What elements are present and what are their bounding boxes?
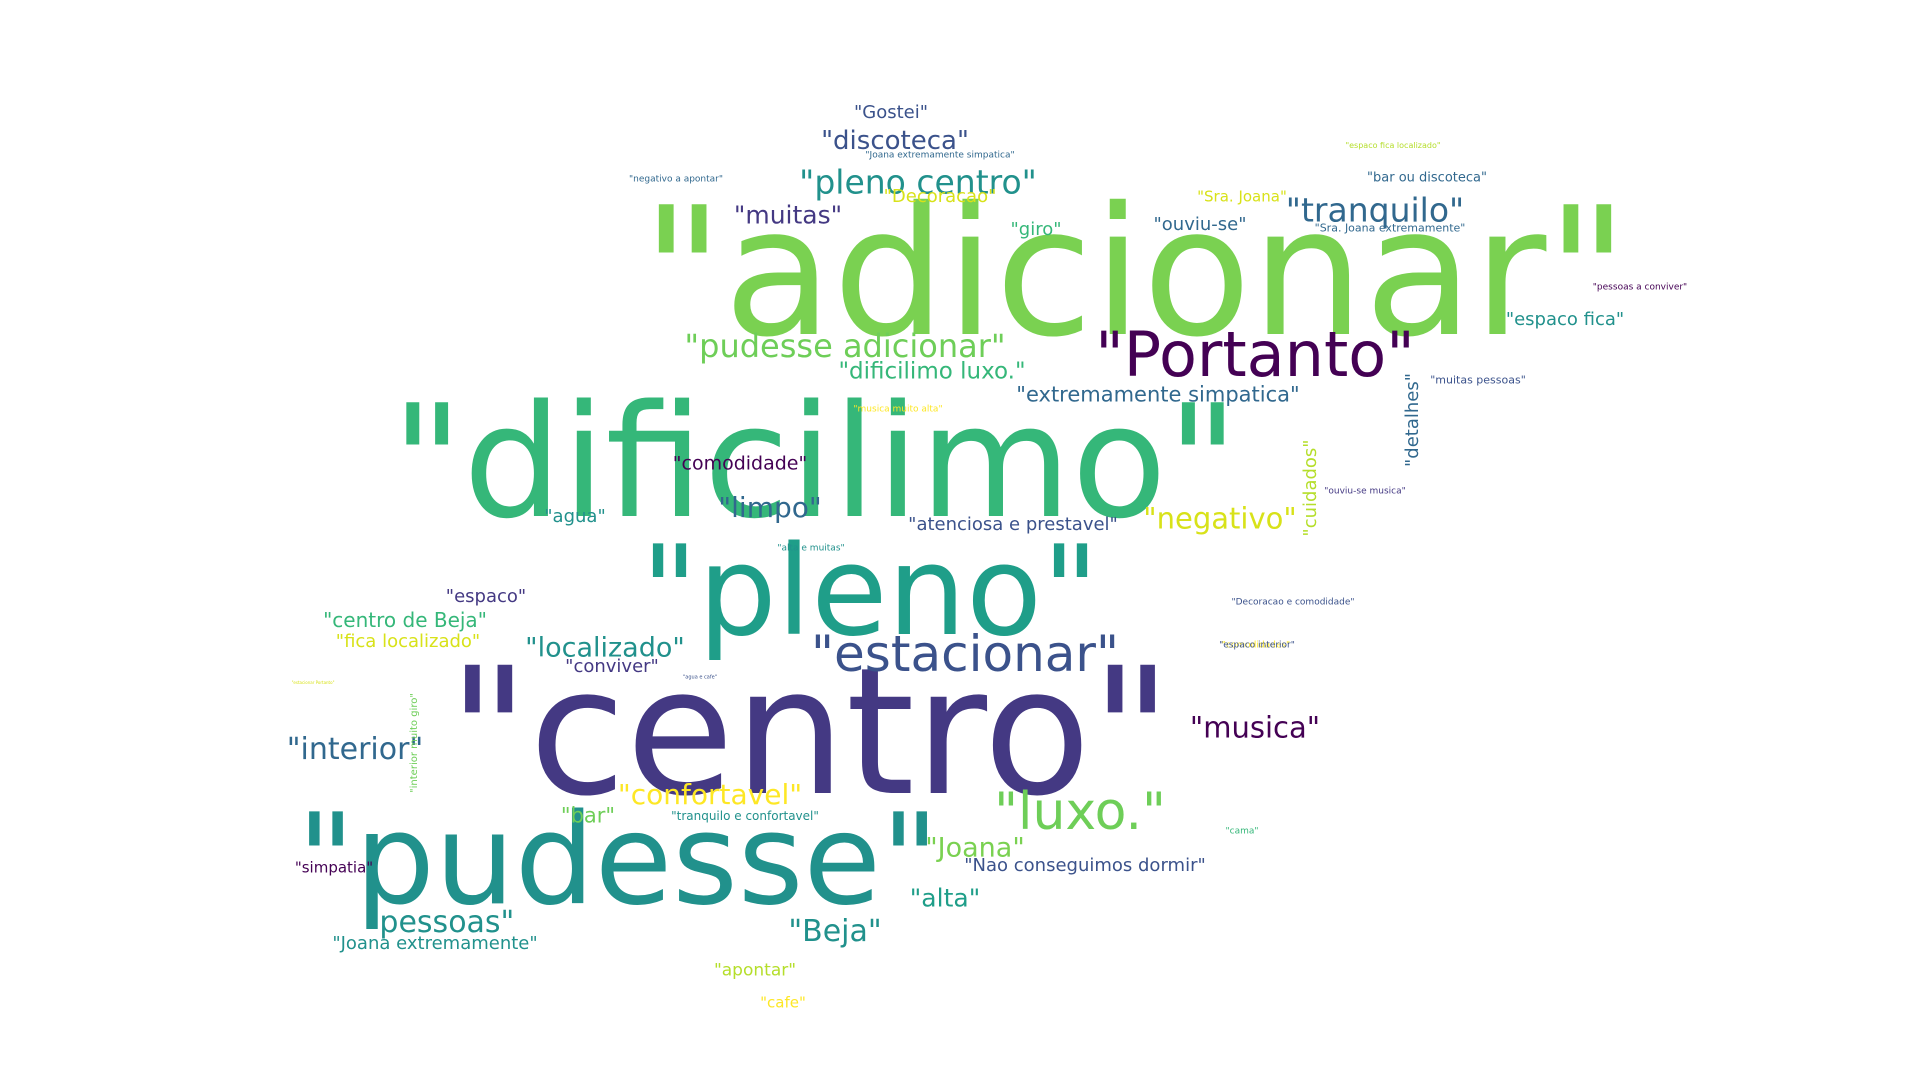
word-sra-joana: "Sra. Joana" [1197,187,1287,206]
word-dificilimo-luxo: "dificilimo luxo." [838,358,1026,385]
word-estacionar: "estacionar" [811,625,1119,683]
word-pudesse-adicionar: "pudesse adicionar" [684,327,1006,365]
word-muitas: "muitas" [733,200,843,230]
word-espaco-fica: "espaco fica" [1505,309,1625,330]
word-espaco-fica-localizado: "espaco fica localizado" [1345,141,1441,150]
word-fica-localizado: "fica localizado" [335,631,481,652]
word-luxo: "luxo." [994,782,1166,842]
word-espaco: "espaco" [445,586,527,607]
word-atenciosa-e-prestavel: "atenciosa e prestavel" [908,514,1118,535]
word-tranquilo-e-confortavel: "tranquilo e confortavel" [671,809,819,823]
word-decoracao-e-comodidade: "Decoracao e comodidade" [1231,597,1355,608]
word-cama: "cama" [1225,826,1259,837]
word-pleno-centro: "pleno centro" [799,162,1037,202]
word-beja: "Beja" [788,914,882,949]
word-alta-e-muitas: "alta e muitas" [777,543,845,554]
word-pessoas-a-conviver: "pessoas a conviver" [1592,282,1688,293]
word-giro: "giro" [1010,219,1062,240]
word-centro: "centro" [448,630,1172,835]
word-portanto: "Portanto" [1095,318,1415,391]
word-confortavel: "confortavel" [617,778,803,811]
word-muitas-pessoas: "muitas pessoas" [1430,373,1526,387]
word-gostei: "Gostei" [853,102,929,123]
word-joana: "Joana" [925,832,1025,864]
word-espaco-interior: "espaco interior" [1219,640,1295,651]
word-nao-conseguimos-dormir: "Nao conseguimos dormir" [964,855,1206,876]
word-pessoas: "pessoas" [365,905,515,940]
word-cafe: "cafe" [760,993,806,1012]
word-discoteca: "discoteca" [821,126,969,156]
word-extremamente-simpatica: "extremamente simpatica" [1016,382,1300,407]
word-joana-extremamente-simpatica: "Joana extremamente simpatica" [865,150,1015,161]
word-simpatia: "simpatia" [294,858,374,877]
word-negativo: "negativo" [1143,501,1297,536]
word-localizado: "localizado" [525,632,685,664]
word-ouviu-se-musica: "ouviu-se musica" [1324,486,1406,497]
word-musica: "musica" [1189,710,1321,745]
word-pudesse: "pudesse" [296,786,940,933]
word-centro-de-beja: "centro de Beja" [323,608,487,632]
word-interior-muito-giro: "interior muito giro" [409,693,420,793]
word-agua-e-cafe: "agua e cafe" [683,674,717,681]
word-conviver: "conviver" [565,656,659,677]
word-decoracao: "Decoracao" [883,186,997,207]
word-adicionar: "adicionar" [641,169,1629,376]
word-bar-ou-discoteca: "bar ou discoteca" [1367,170,1487,186]
word-comodidades: "comodidades" [1221,640,1291,651]
word-agua: "agua" [544,506,606,527]
word-alta: "alta" [909,883,981,913]
word-comodidade: "comodidade" [672,452,808,475]
word-apontar: "apontar" [713,960,797,981]
word-estacionar-portanto: "estacionar Portanto" [291,680,335,685]
word-cuidados: "cuidados" [1300,439,1321,537]
word-negativo-a-apontar: "negativo a apontar" [628,174,724,185]
word-sra-joana-extremamente: "Sra. Joana extremamente" [1314,221,1466,235]
word-interior: "interior" [286,732,424,767]
word-joana-extremamente: "Joana extremamente" [332,933,538,954]
word-bar: "bar" [560,803,616,828]
word-musica-muito-alta: "musica muito alta" [853,404,943,415]
word-tranquilo: "tranquilo" [1285,190,1465,230]
word-ouviu-se: "ouviu-se" [1153,214,1247,235]
word-dificilimo: "dificilimo" [391,371,1239,553]
word-limpo: "limpo" [718,491,822,524]
word-pleno: "pleno" [641,520,1099,664]
word-detalhes: "detalhes" [1402,372,1423,468]
